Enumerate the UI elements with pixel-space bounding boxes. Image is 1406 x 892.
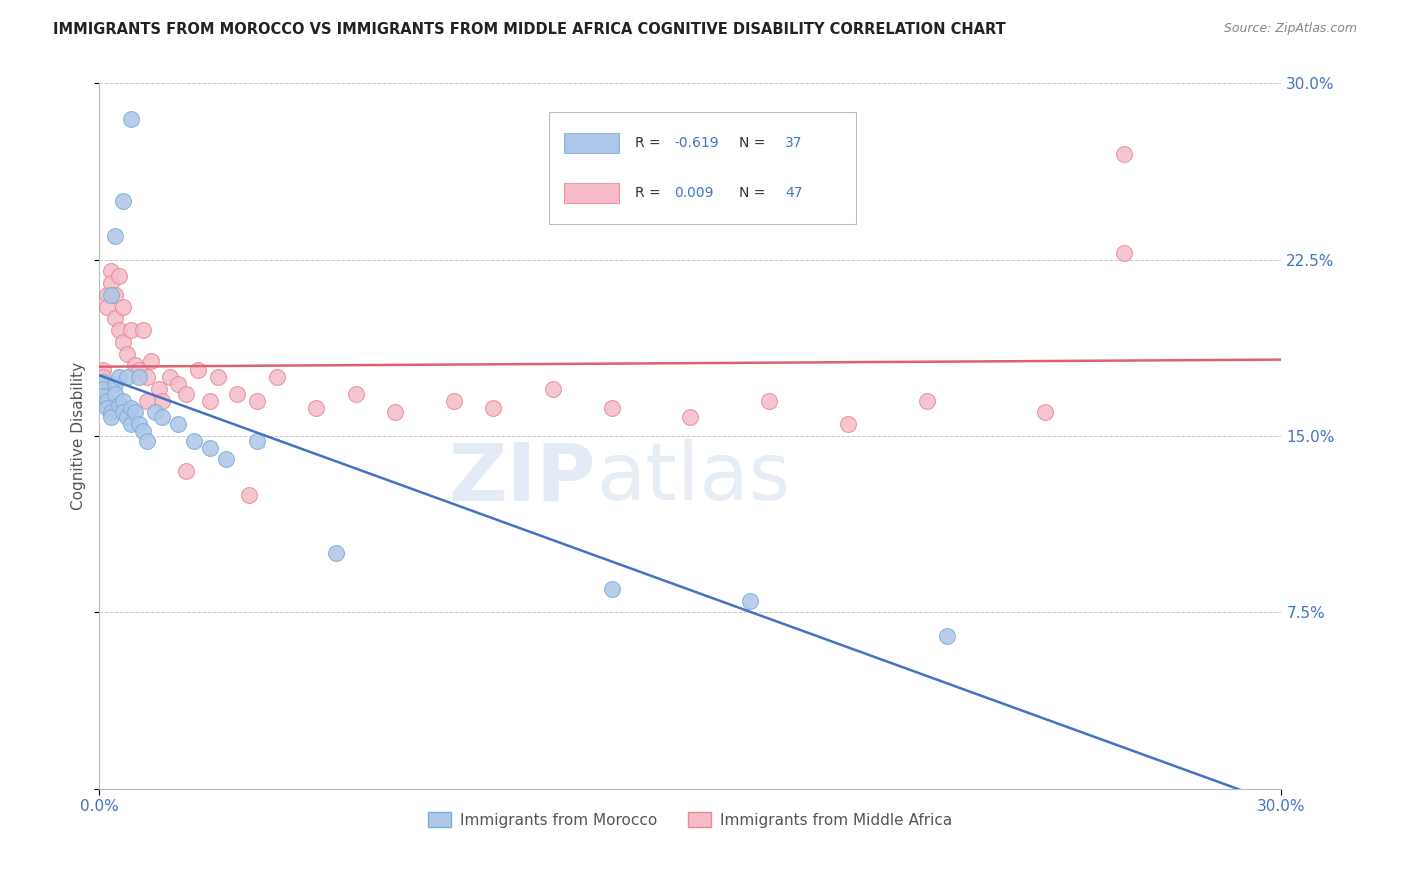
- Immigrants from Morocco: [112, 393, 135, 408]
- Immigrants from Middle Africa: [600, 401, 623, 415]
- Immigrants from Middle Africa: [112, 300, 135, 314]
- Immigrants from Middle Africa: [246, 393, 269, 408]
- Immigrants from Morocco: [143, 405, 166, 419]
- Immigrants from Morocco: [167, 417, 190, 432]
- Immigrants from Morocco: [214, 452, 236, 467]
- Immigrants from Middle Africa: [93, 363, 115, 377]
- Immigrants from Morocco: [600, 582, 623, 596]
- Immigrants from Middle Africa: [96, 288, 118, 302]
- Immigrants from Morocco: [104, 229, 127, 244]
- Immigrants from Middle Africa: [167, 377, 190, 392]
- Text: atlas: atlas: [596, 439, 790, 517]
- Immigrants from Morocco: [120, 417, 142, 432]
- Immigrants from Middle Africa: [135, 393, 157, 408]
- Immigrants from Middle Africa: [679, 410, 702, 425]
- Immigrants from Middle Africa: [96, 300, 118, 314]
- Immigrants from Morocco: [104, 386, 127, 401]
- Immigrants from Morocco: [152, 410, 174, 425]
- Immigrants from Morocco: [93, 375, 115, 389]
- Immigrants from Middle Africa: [915, 393, 938, 408]
- Immigrants from Middle Africa: [207, 370, 229, 384]
- Immigrants from Middle Africa: [135, 370, 157, 384]
- Immigrants from Morocco: [124, 405, 146, 419]
- Immigrants from Middle Africa: [93, 370, 115, 384]
- Immigrants from Middle Africa: [443, 393, 465, 408]
- Immigrants from Morocco: [96, 401, 118, 415]
- Immigrants from Morocco: [96, 393, 118, 408]
- Immigrants from Morocco: [325, 547, 347, 561]
- Immigrants from Middle Africa: [1112, 245, 1135, 260]
- Immigrants from Middle Africa: [174, 464, 197, 478]
- Immigrants from Morocco: [100, 405, 122, 419]
- Immigrants from Morocco: [738, 593, 761, 607]
- Immigrants from Middle Africa: [115, 347, 138, 361]
- Immigrants from Morocco: [128, 370, 150, 384]
- Immigrants from Morocco: [115, 410, 138, 425]
- Immigrants from Middle Africa: [266, 370, 288, 384]
- Immigrants from Middle Africa: [1033, 405, 1056, 419]
- Text: Source: ZipAtlas.com: Source: ZipAtlas.com: [1223, 22, 1357, 36]
- Text: IMMIGRANTS FROM MOROCCO VS IMMIGRANTS FROM MIDDLE AFRICA COGNITIVE DISABILITY CO: IMMIGRANTS FROM MOROCCO VS IMMIGRANTS FR…: [53, 22, 1007, 37]
- Immigrants from Morocco: [93, 382, 115, 396]
- Immigrants from Morocco: [100, 288, 122, 302]
- Immigrants from Middle Africa: [152, 393, 174, 408]
- Immigrants from Middle Africa: [384, 405, 406, 419]
- Immigrants from Middle Africa: [139, 353, 162, 368]
- Legend: Immigrants from Morocco, Immigrants from Middle Africa: Immigrants from Morocco, Immigrants from…: [422, 806, 959, 834]
- Immigrants from Middle Africa: [541, 382, 564, 396]
- Immigrants from Morocco: [128, 417, 150, 432]
- Y-axis label: Cognitive Disability: Cognitive Disability: [72, 362, 86, 510]
- Immigrants from Morocco: [108, 399, 131, 413]
- Immigrants from Middle Africa: [100, 277, 122, 291]
- Immigrants from Middle Africa: [132, 323, 155, 337]
- Immigrants from Middle Africa: [104, 288, 127, 302]
- Immigrants from Morocco: [246, 434, 269, 448]
- Immigrants from Middle Africa: [238, 488, 260, 502]
- Immigrants from Middle Africa: [482, 401, 505, 415]
- Immigrants from Morocco: [115, 370, 138, 384]
- Immigrants from Morocco: [132, 425, 155, 439]
- Immigrants from Middle Africa: [198, 393, 221, 408]
- Immigrants from Morocco: [935, 629, 957, 643]
- Immigrants from Morocco: [93, 389, 115, 403]
- Immigrants from Morocco: [104, 377, 127, 392]
- Immigrants from Morocco: [112, 405, 135, 419]
- Immigrants from Middle Africa: [1112, 147, 1135, 161]
- Immigrants from Middle Africa: [226, 386, 249, 401]
- Immigrants from Middle Africa: [148, 382, 170, 396]
- Immigrants from Middle Africa: [344, 386, 367, 401]
- Immigrants from Middle Africa: [124, 359, 146, 373]
- Immigrants from Morocco: [183, 434, 205, 448]
- Immigrants from Middle Africa: [305, 401, 328, 415]
- Immigrants from Middle Africa: [758, 393, 780, 408]
- Immigrants from Middle Africa: [108, 323, 131, 337]
- Immigrants from Middle Africa: [120, 323, 142, 337]
- Immigrants from Middle Africa: [174, 386, 197, 401]
- Immigrants from Morocco: [112, 194, 135, 208]
- Immigrants from Morocco: [100, 410, 122, 425]
- Immigrants from Morocco: [120, 401, 142, 415]
- Immigrants from Middle Africa: [112, 334, 135, 349]
- Text: ZIP: ZIP: [449, 439, 596, 517]
- Immigrants from Morocco: [135, 434, 157, 448]
- Immigrants from Middle Africa: [104, 311, 127, 326]
- Immigrants from Middle Africa: [159, 370, 181, 384]
- Immigrants from Middle Africa: [100, 264, 122, 278]
- Immigrants from Middle Africa: [187, 363, 209, 377]
- Immigrants from Middle Africa: [837, 417, 859, 432]
- Immigrants from Middle Africa: [128, 363, 150, 377]
- Immigrants from Morocco: [198, 441, 221, 455]
- Immigrants from Morocco: [120, 112, 142, 126]
- Immigrants from Middle Africa: [108, 269, 131, 284]
- Immigrants from Morocco: [108, 370, 131, 384]
